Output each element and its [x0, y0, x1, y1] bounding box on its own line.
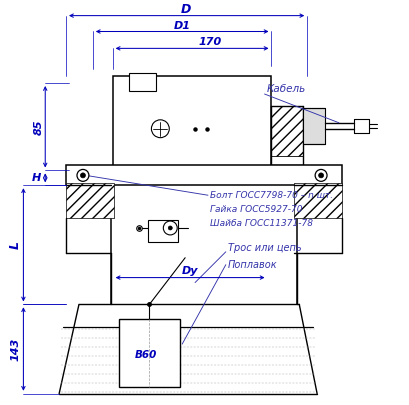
Bar	[272, 106, 303, 156]
Circle shape	[315, 169, 327, 181]
Text: 143: 143	[11, 337, 20, 361]
Bar	[128, 73, 156, 91]
Bar	[148, 220, 178, 242]
Text: D: D	[181, 3, 191, 16]
Circle shape	[77, 169, 89, 181]
Text: Трос или цепь: Трос или цепь	[228, 243, 301, 253]
Bar	[66, 166, 342, 185]
Text: Болт ГОСС7798-70 – n шт.: Болт ГОСС7798-70 – n шт.	[210, 191, 333, 200]
Bar	[113, 76, 272, 171]
Bar	[66, 183, 114, 218]
Text: Гайка ГОСС5927-70: Гайка ГОСС5927-70	[210, 205, 303, 213]
Text: Β60: Β60	[135, 350, 157, 360]
Text: H: H	[31, 173, 41, 183]
Text: Поплавок: Поплавок	[228, 260, 277, 270]
Bar	[303, 108, 325, 144]
Text: Кабель: Кабель	[267, 84, 306, 94]
Circle shape	[168, 226, 172, 230]
Circle shape	[163, 221, 177, 235]
Text: Шайба ГОСС11371-78: Шайба ГОСС11371-78	[210, 219, 313, 228]
Circle shape	[319, 173, 324, 178]
Text: L: L	[9, 241, 22, 249]
Circle shape	[81, 173, 85, 178]
Text: 85: 85	[33, 119, 43, 134]
Bar	[294, 183, 342, 218]
Text: 170: 170	[198, 37, 222, 47]
Text: Dy: Dy	[182, 266, 198, 276]
Bar	[119, 319, 180, 387]
Text: D1: D1	[174, 21, 191, 30]
